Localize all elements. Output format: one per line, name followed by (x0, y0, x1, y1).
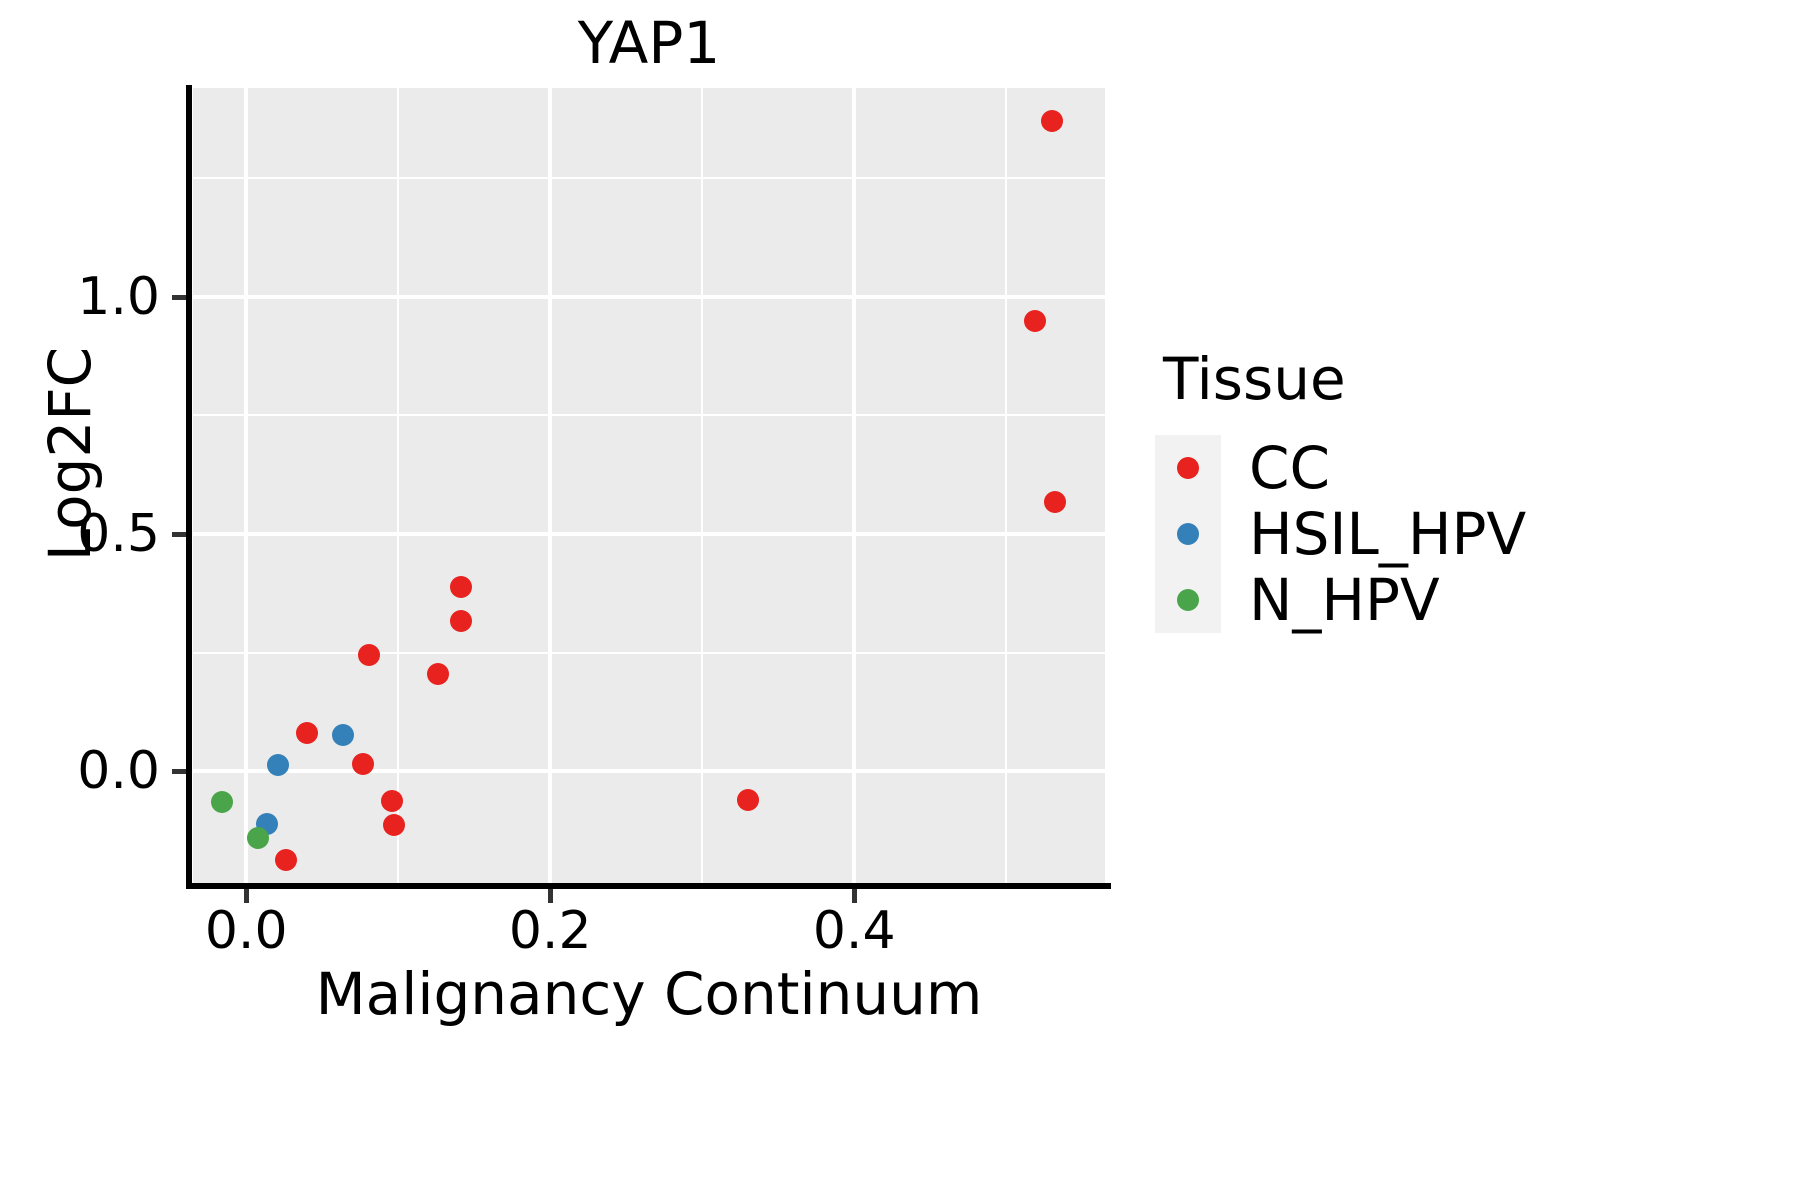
legend-key-swatch (1155, 435, 1221, 501)
data-point-cc (449, 610, 472, 632)
y-tick-mark (172, 769, 186, 775)
legend-item-hsil_hpv[interactable]: HSIL_HPV (1155, 501, 1675, 567)
data-point-cc (352, 753, 375, 776)
gridline-minor-horizontal (193, 177, 1105, 180)
legend-item-label: CC (1249, 434, 1330, 502)
x-tick-label: 0.0 (204, 901, 288, 961)
y-tick-label: 0.0 (77, 741, 160, 802)
data-point-hsil_hpv (267, 753, 290, 776)
data-point-cc (736, 788, 759, 811)
gridline-minor-vertical (1005, 88, 1008, 883)
y-axis-label: Log2FC (36, 346, 104, 562)
data-point-cc (426, 663, 449, 686)
gridline-major-horizontal (193, 294, 1105, 299)
legend-item-label: N_HPV (1249, 566, 1440, 634)
y-tick-label: 1.0 (77, 266, 160, 327)
x-tick-mark (548, 889, 554, 903)
data-point-cc (449, 576, 472, 599)
gridline-major-vertical (852, 88, 857, 883)
data-point-cc (381, 790, 404, 813)
data-point-cc (1043, 490, 1066, 513)
gridline-minor-vertical (397, 88, 400, 883)
gridline-minor-horizontal (193, 651, 1105, 654)
data-point-n_hpv (210, 790, 233, 813)
data-point-cc (296, 722, 318, 745)
gridline-major-vertical (548, 88, 553, 883)
y-tick-mark (172, 532, 186, 538)
legend: Tissue CC HSIL_HPV N_HPV (1155, 345, 1675, 633)
gridline-minor-vertical (701, 88, 704, 883)
legend-item-cc[interactable]: CC (1155, 435, 1675, 501)
x-tick-mark (244, 889, 250, 903)
x-axis-line (186, 883, 1111, 889)
plot-panel (193, 88, 1105, 883)
data-point-cc (274, 848, 297, 871)
legend-dot-icon (1177, 523, 1199, 545)
data-point-hsil_hpv (332, 723, 355, 746)
legend-dot-icon (1177, 457, 1199, 479)
data-point-cc (382, 813, 405, 836)
x-axis-label: Malignancy Continuum (315, 960, 983, 1028)
page-title: YAP1 (577, 9, 721, 77)
data-point-n_hpv (247, 827, 270, 850)
y-tick-label: 0.5 (77, 504, 160, 565)
data-point-cc (1040, 110, 1063, 133)
x-tick-mark (852, 889, 858, 903)
y-tick-mark (172, 294, 186, 300)
legend-key-swatch (1155, 501, 1221, 567)
data-point-cc (358, 643, 381, 666)
legend-key-swatch (1155, 567, 1221, 633)
legend-dot-icon (1177, 589, 1199, 611)
legend-item-label: HSIL_HPV (1249, 500, 1527, 568)
gridline-minor-horizontal (193, 414, 1105, 417)
gridline-major-horizontal (193, 532, 1105, 537)
legend-item-n_hpv[interactable]: N_HPV (1155, 567, 1675, 633)
data-point-cc (1024, 309, 1047, 332)
legend-items: CC HSIL_HPV N_HPV (1155, 435, 1675, 633)
x-tick-label: 0.4 (812, 901, 896, 961)
x-tick-label: 0.2 (508, 901, 592, 961)
gridline-major-vertical (244, 88, 249, 883)
gridline-major-horizontal (193, 769, 1105, 774)
legend-title: Tissue (1163, 345, 1346, 413)
y-axis-line (186, 85, 192, 886)
